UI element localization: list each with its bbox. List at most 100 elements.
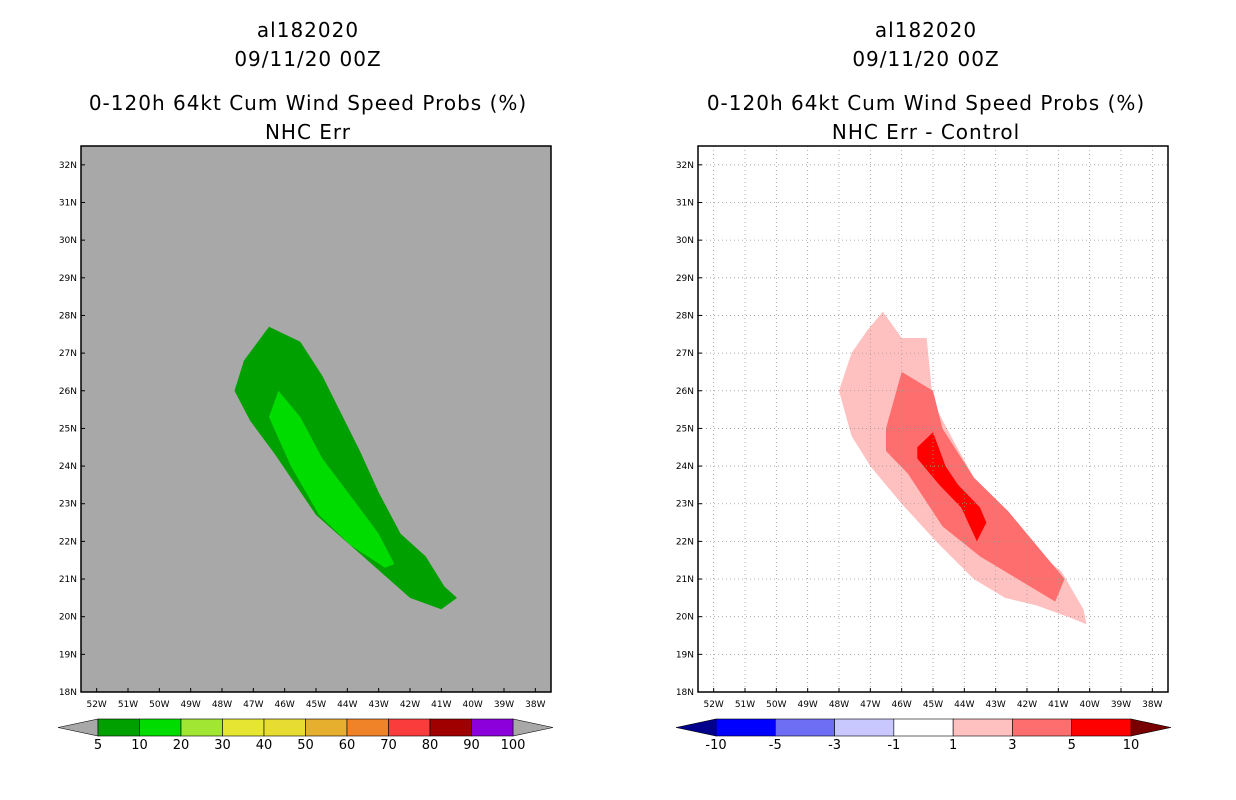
colorbar-label: 50 (297, 738, 314, 753)
y-tick-label: 30N (676, 236, 694, 246)
colorbar-label: 5 (94, 738, 102, 753)
colorbar-label: -10 (705, 738, 726, 753)
right-map-panel: 52W 51W 50W 49W 48W 47W 46W 45W 44W 43W 42W 41W 40W 3… (676, 145, 1169, 710)
right-title-storm: al182020 (875, 18, 977, 42)
contour-5-10 (917, 432, 987, 542)
x-tick-label: 45W (306, 700, 326, 710)
x-tick-label: 44W (337, 700, 357, 710)
contour-10-20 (269, 390, 395, 568)
y-tick-label: 30N (59, 236, 77, 246)
x-tick-label: 39W (494, 700, 514, 710)
y-tick-label: 27N (676, 349, 694, 359)
y-tick-label: 25N (676, 424, 694, 434)
colorbar-swatch (222, 718, 265, 737)
left-map-panel: 52W 51W 50W 49W 48W 47W 46W 45W 44W 43W 42W 41W 40W 3… (59, 145, 552, 710)
colorbar-swatch (305, 718, 348, 737)
y-tick-label: 24N (676, 462, 694, 472)
x-tick-label: 39W (1111, 700, 1131, 710)
y-tick-label: 21N (676, 575, 694, 585)
left-title-product: 0-120h 64kt Cum Wind Speed Probs (%) (89, 91, 527, 115)
colorbar-label: -1 (887, 738, 900, 753)
y-tick-label: 29N (676, 274, 694, 284)
colorbar-label: 20 (173, 738, 190, 753)
left-title-subtitle: NHC Err (265, 120, 351, 144)
right-title-product: 0-120h 64kt Cum Wind Speed Probs (%) (707, 91, 1145, 115)
colorbar-swatch (388, 718, 431, 737)
colorbar-swatch (952, 718, 1013, 737)
y-tick-label: 26N (676, 387, 694, 397)
x-tick-label: 48W (829, 700, 849, 710)
x-tick-label: 42W (400, 700, 420, 710)
colorbar-label: 1 (949, 738, 957, 753)
colorbar-swatch (774, 718, 835, 737)
y-tick-label: 18N (676, 688, 694, 698)
x-tick-label: 50W (149, 700, 169, 710)
colorbar-label: 10 (1123, 738, 1140, 753)
x-tick-label: 41W (1048, 700, 1068, 710)
x-tick-label: 46W (274, 700, 294, 710)
y-tick-label: 31N (676, 198, 694, 208)
y-tick-label: 22N (59, 537, 77, 547)
colorbar-label: 40 (256, 738, 273, 753)
colorbar-swatch (180, 718, 223, 737)
colorbar-swatch (429, 718, 472, 737)
x-tick-label: 49W (180, 700, 200, 710)
left-title-storm: al182020 (257, 18, 359, 42)
colorbar-label: 5 (1068, 738, 1076, 753)
x-tick-label: 48W (212, 700, 232, 710)
right-title-date: 09/11/20 00Z (852, 47, 999, 71)
x-tick-label: 52W (86, 700, 106, 710)
right-colorbar: -10 -5 -3 -1 1 3 5 10 (675, 718, 1172, 753)
x-tick-label: 38W (525, 700, 545, 710)
colorbar-low-end (57, 718, 99, 737)
y-tick-label: 18N (59, 688, 77, 698)
colorbar-swatch (1071, 718, 1132, 737)
x-tick-label: 47W (243, 700, 263, 710)
x-tick-label: 46W (891, 700, 911, 710)
y-tick-label: 31N (59, 198, 77, 208)
x-tick-label: 51W (735, 700, 755, 710)
y-tick-label: 20N (59, 613, 77, 623)
colorbar-label: 90 (463, 738, 480, 753)
colorbar-label: 3 (1008, 738, 1016, 753)
y-tick-label: 26N (59, 387, 77, 397)
colorbar-label: 100 (501, 738, 526, 753)
left-colorbar: 5 10 20 30 40 50 60 70 80 90 100 (57, 718, 554, 753)
colorbar-swatch (471, 718, 514, 737)
y-tick-label: 20N (676, 613, 694, 623)
x-tick-label: 38W (1142, 700, 1162, 710)
colorbar-swatch (1012, 718, 1073, 737)
colorbar-swatch (139, 718, 182, 737)
x-tick-label: 40W (462, 700, 482, 710)
x-tick-label: 52W (703, 700, 723, 710)
y-tick-label: 23N (59, 500, 77, 510)
colorbar-label: 60 (339, 738, 356, 753)
contour-3-5 (886, 371, 1065, 602)
colorbar-swatch (97, 718, 140, 737)
x-tick-label: 45W (923, 700, 943, 710)
y-tick-label: 32N (59, 161, 77, 171)
colorbar-label: -3 (828, 738, 841, 753)
y-tick-label: 25N (59, 424, 77, 434)
y-tick-label: 19N (59, 650, 77, 660)
x-tick-label: 44W (954, 700, 974, 710)
colorbar-label: 10 (131, 738, 148, 753)
colorbar-swatch (346, 718, 389, 737)
contour-5-10 (234, 326, 457, 610)
y-tick-label: 27N (59, 349, 77, 359)
colorbar-swatch (263, 718, 306, 737)
x-tick-label: 43W (985, 700, 1005, 710)
x-tick-label: 51W (118, 700, 138, 710)
y-tick-label: 21N (59, 575, 77, 585)
colorbar-swatch (715, 718, 776, 737)
y-tick-label: 29N (59, 274, 77, 284)
left-title-date: 09/11/20 00Z (234, 47, 381, 71)
colorbar-high-end (1130, 718, 1172, 737)
colorbar-label: 70 (380, 738, 397, 753)
x-tick-label: 42W (1017, 700, 1037, 710)
colorbar-swatch (893, 718, 954, 737)
y-tick-label: 28N (59, 311, 77, 321)
colorbar-label: 30 (214, 738, 231, 753)
colorbar-swatch (834, 718, 895, 737)
